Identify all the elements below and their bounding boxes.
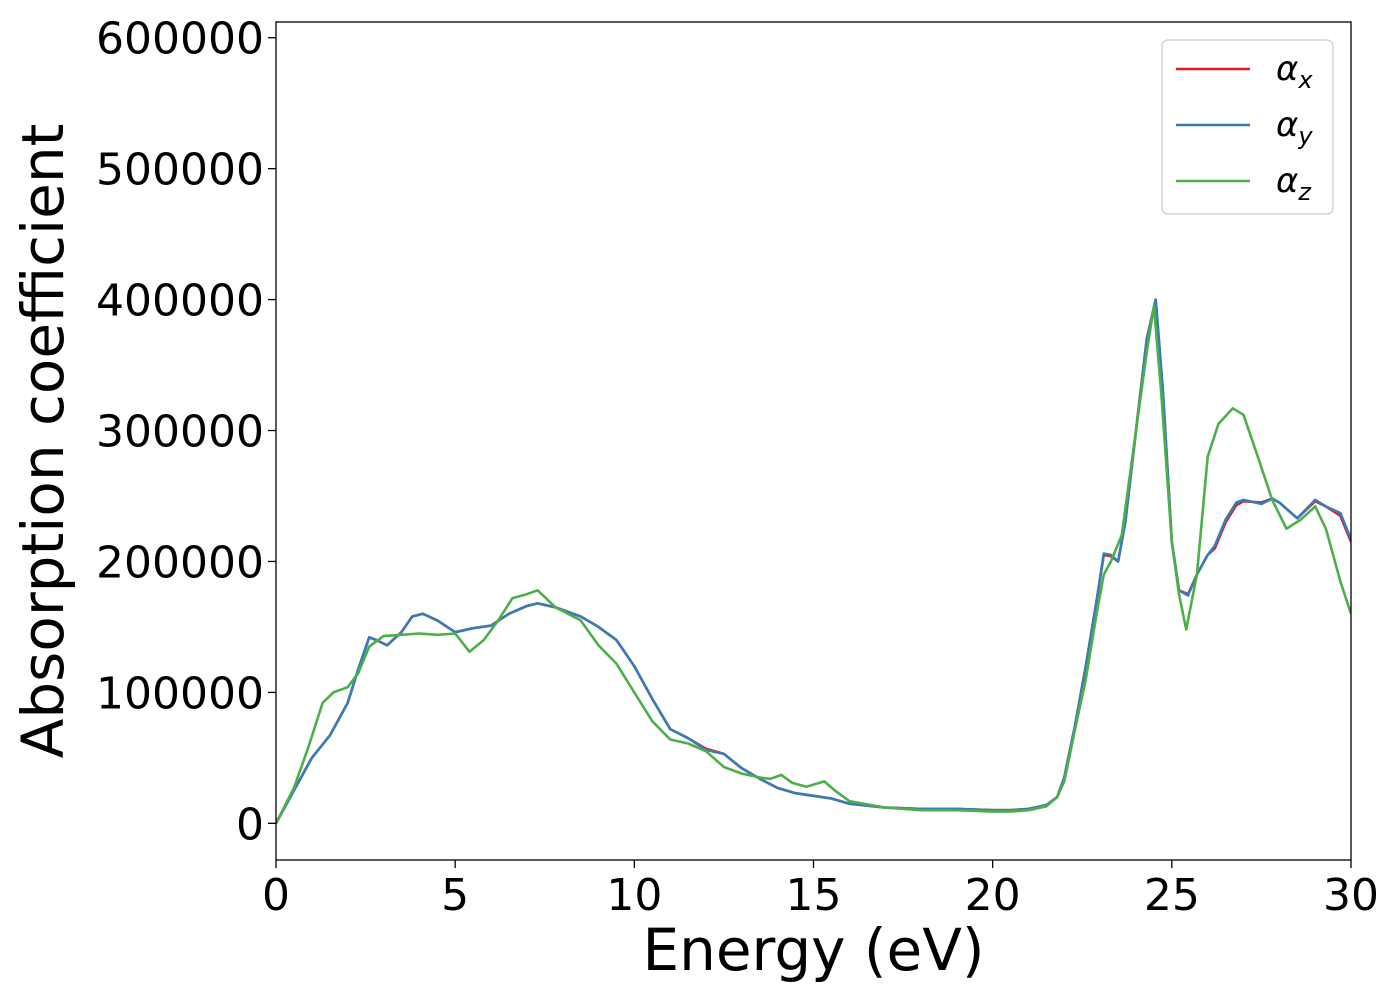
series-line-x — [276, 298, 1351, 824]
x-tick-label: 20 — [965, 870, 1021, 921]
series-layer — [276, 298, 1351, 824]
legend-box — [1161, 39, 1334, 215]
x-axis-label: Energy (eV) — [642, 916, 984, 984]
legend-label-z: αz — [1276, 161, 1312, 206]
y-tick-label: 500000 — [96, 145, 264, 196]
x-tick-label: 5 — [441, 870, 469, 921]
series-line-y — [276, 298, 1351, 824]
y-tick-label: 0 — [236, 799, 264, 850]
legend-subscript: x — [1297, 66, 1313, 94]
x-tick-label: 30 — [1323, 870, 1379, 921]
legend-symbol: α — [1276, 49, 1298, 89]
legend-symbol: α — [1276, 161, 1298, 201]
x-tick-label: 10 — [606, 870, 662, 921]
y-tick-label: 100000 — [96, 668, 264, 719]
x-tick-label: 25 — [1144, 870, 1200, 921]
series-line-z — [276, 304, 1351, 824]
x-tick-label: 15 — [786, 870, 842, 921]
legend-label-y: αy — [1276, 105, 1313, 150]
legend-subscript: y — [1297, 122, 1313, 150]
legend-symbol: α — [1276, 105, 1298, 145]
y-tick-label: 600000 — [96, 14, 264, 65]
ticks-layer: 0 5 10 15 20 25 30 0 100000 200000 300000 400000 500… — [96, 14, 1379, 921]
y-tick-label: 400000 — [96, 276, 264, 327]
y-axis-label: Absorption coefficient — [9, 124, 77, 759]
legend-label-x: αx — [1276, 49, 1313, 94]
legend-subscript: z — [1297, 178, 1312, 206]
y-tick-label: 200000 — [96, 537, 264, 588]
y-tick-label: 300000 — [96, 407, 264, 458]
x-tick-label: 0 — [262, 870, 290, 921]
